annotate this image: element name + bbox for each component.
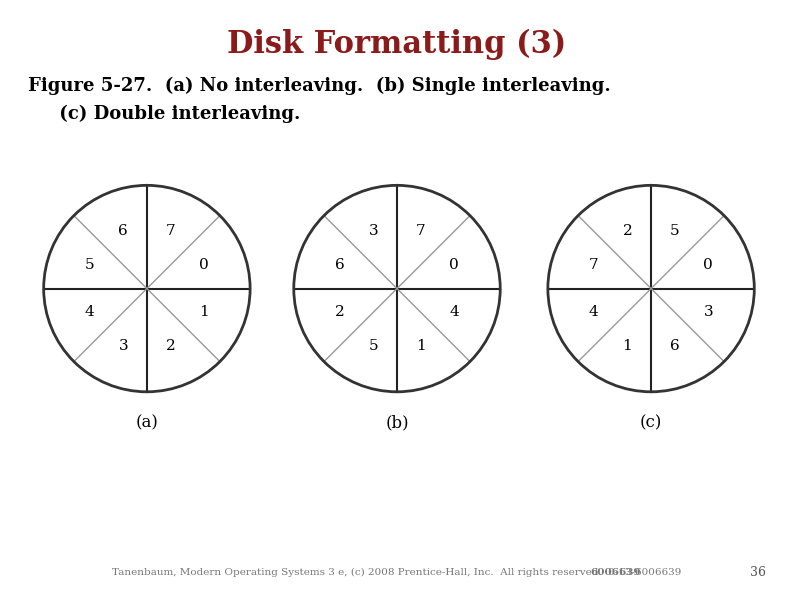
- Text: 6: 6: [118, 224, 128, 239]
- Text: 6: 6: [335, 258, 345, 272]
- Text: 2: 2: [335, 305, 345, 320]
- Text: 6: 6: [670, 339, 680, 353]
- Text: 5: 5: [368, 339, 378, 353]
- Text: 7: 7: [166, 224, 175, 239]
- Text: 0: 0: [449, 258, 459, 272]
- Text: 7: 7: [589, 258, 599, 272]
- Text: 3: 3: [118, 339, 128, 353]
- Text: 2: 2: [622, 224, 632, 239]
- Text: Figure 5-27.  (a) No interleaving.  (b) Single interleaving.: Figure 5-27. (a) No interleaving. (b) Si…: [28, 77, 611, 95]
- Text: 0: 0: [703, 258, 713, 272]
- Text: 7: 7: [416, 224, 426, 239]
- Text: 2: 2: [166, 339, 175, 353]
- Text: (a): (a): [136, 414, 158, 431]
- Text: 36: 36: [750, 566, 766, 579]
- Text: 5: 5: [670, 224, 680, 239]
- Text: 4: 4: [449, 305, 459, 320]
- Text: 4: 4: [589, 305, 599, 320]
- Text: 3: 3: [368, 224, 378, 239]
- Text: 3: 3: [703, 305, 713, 320]
- Text: 1: 1: [622, 339, 632, 353]
- Text: (c): (c): [640, 414, 662, 431]
- Text: Tanenbaum, Modern Operating Systems 3 e, (c) 2008 Prentice-Hall, Inc.  All right: Tanenbaum, Modern Operating Systems 3 e,…: [112, 568, 682, 577]
- Text: 1: 1: [416, 339, 426, 353]
- Text: 0: 0: [199, 258, 209, 272]
- Text: 1: 1: [199, 305, 209, 320]
- Text: (c) Double interleaving.: (c) Double interleaving.: [28, 105, 300, 123]
- Text: (b): (b): [385, 414, 409, 431]
- Text: 5: 5: [85, 258, 94, 272]
- Text: 6006639: 6006639: [590, 568, 641, 577]
- Text: Disk Formatting (3): Disk Formatting (3): [227, 29, 567, 60]
- Text: 4: 4: [85, 305, 94, 320]
